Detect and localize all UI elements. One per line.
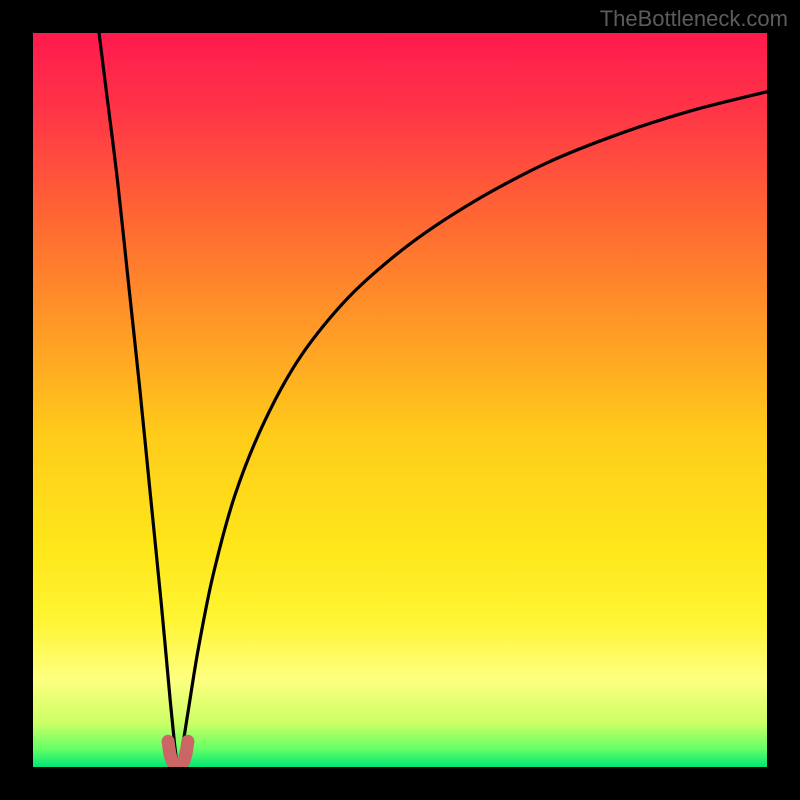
chart-stage: TheBottleneck.com xyxy=(0,0,800,800)
bottleneck-chart-svg xyxy=(0,0,800,800)
